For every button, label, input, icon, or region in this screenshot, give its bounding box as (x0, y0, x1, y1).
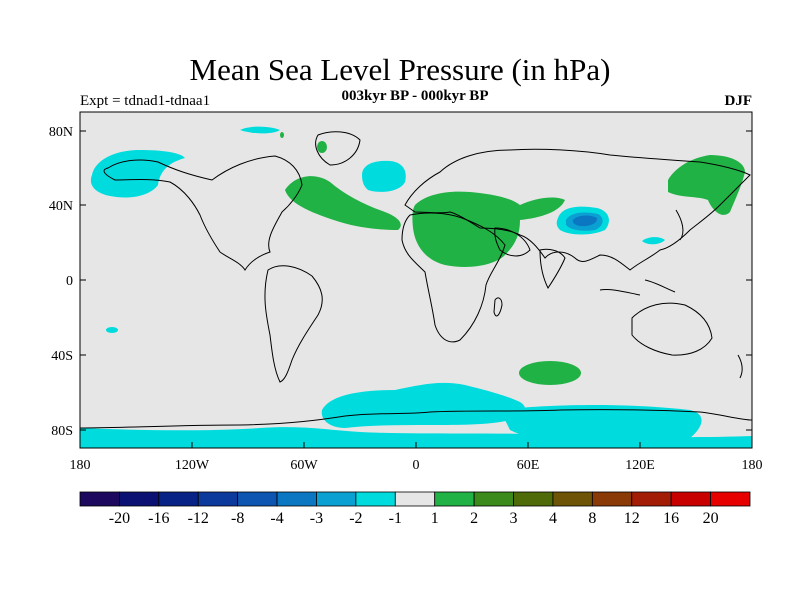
anomaly-south-pacific-low (106, 327, 118, 333)
colorbar-label: 8 (588, 510, 596, 527)
anomaly-arctic-high-2 (280, 132, 284, 138)
colorbar-label: -2 (349, 510, 362, 527)
anomaly-layer (80, 126, 752, 448)
coast-africa (401, 212, 506, 343)
colorbar-swatch (79, 491, 120, 507)
colorbar-label: -8 (231, 510, 244, 527)
lat-label-80s: 80S (51, 424, 73, 439)
lon-label-180w: 180 (70, 458, 91, 473)
colorbar-swatch (670, 491, 711, 507)
colorbar-swatch (591, 491, 633, 507)
colorbar-swatch (158, 491, 199, 507)
lat-label-40s: 40S (51, 349, 73, 364)
colorbar-swatch (237, 491, 278, 507)
colorbar-label: 3 (510, 510, 518, 527)
colorbar-label: 4 (549, 510, 557, 527)
colorbar-swatch (355, 491, 396, 507)
lon-label-60w: 60W (290, 458, 318, 473)
anomaly-arctic-low (240, 126, 280, 134)
coast-australia (631, 302, 713, 356)
colorbar-swatch (197, 491, 239, 507)
coast-japan (675, 209, 684, 241)
anomaly-north-pacific-low (90, 150, 185, 198)
colorbar-swatch (276, 491, 317, 507)
anomaly-antarctic-low-band (80, 427, 752, 448)
colorbar-swatch (316, 491, 357, 507)
coastlines (79, 131, 753, 429)
period-subtitle: 003kyr BP - 000kyr BP (341, 88, 489, 104)
coast-south-america (264, 265, 323, 383)
lon-label-60e: 60E (517, 458, 540, 473)
lon-labels: 180 120W 60W 0 60E 120E 180 (70, 458, 763, 473)
colorbar-label: -20 (109, 510, 130, 527)
anomaly-eurasia-africa-high (412, 191, 565, 267)
colorbar-label: 20 (703, 510, 719, 527)
lon-label-0: 0 (413, 458, 420, 473)
colorbar-swatch (394, 491, 436, 507)
anomaly-southern-ocean-high (519, 361, 581, 385)
colorbar-label: -16 (148, 510, 169, 527)
lon-label-180e: 180 (742, 458, 763, 473)
colorbar-swatch (710, 491, 751, 507)
lat-labels: 80N 40N 0 40S 80S (49, 125, 73, 439)
colorbar-swatch (119, 491, 160, 507)
colorbar-labels: -20 -16 -12 -8 -4 -3 -2 -1 1 2 3 4 8 12 16 20 (109, 510, 719, 527)
lat-label-80n: 80N (49, 125, 73, 140)
anomaly-east-china-low (642, 237, 665, 245)
experiment-label: Expt = tdnad1-tdnaa1 (80, 93, 211, 109)
lon-label-120w: 120W (175, 458, 210, 473)
colorbar-label: 2 (470, 510, 478, 527)
coast-arabia (494, 227, 531, 257)
season-label: DJF (724, 93, 753, 109)
anomaly-arctic-high-1 (317, 141, 327, 153)
coast-north-america (103, 155, 303, 271)
anomaly-antarctic-low-main (321, 382, 526, 428)
anomaly-iceland-low (362, 160, 406, 192)
lat-label-40n: 40N (49, 199, 73, 214)
page-title: Mean Sea Level Pressure (in hPa) (189, 52, 611, 87)
coast-greenland (315, 131, 361, 166)
colorbar-label: 1 (431, 510, 439, 527)
colorbar-label: 16 (663, 510, 679, 527)
colorbar-label: -3 (310, 510, 323, 527)
colorbar (79, 491, 751, 507)
colorbar-swatch (513, 491, 554, 507)
anomaly-tibet-low-inner (572, 215, 598, 227)
anomaly-north-atlantic-high (285, 176, 401, 230)
lon-ticks (191, 442, 641, 448)
coast-europe-asia (404, 148, 751, 271)
colorbar-swatch (473, 491, 514, 507)
colorbar-swatch (631, 491, 672, 507)
coast-madagascar (493, 297, 503, 317)
colorbar-label: 12 (624, 510, 640, 527)
coast-new-zealand (737, 354, 743, 379)
coast-antarctica (79, 409, 753, 429)
coast-indonesia (599, 279, 676, 296)
colorbar-swatch (552, 491, 593, 507)
lon-label-120e: 120E (625, 458, 655, 473)
colorbar-label: -12 (188, 510, 209, 527)
colorbar-label: -4 (270, 510, 283, 527)
colorbar-label: -1 (389, 510, 402, 527)
lat-ticks (80, 130, 752, 431)
lat-label-0: 0 (66, 274, 73, 289)
colorbar-swatch (434, 491, 475, 507)
coast-india (539, 248, 566, 289)
